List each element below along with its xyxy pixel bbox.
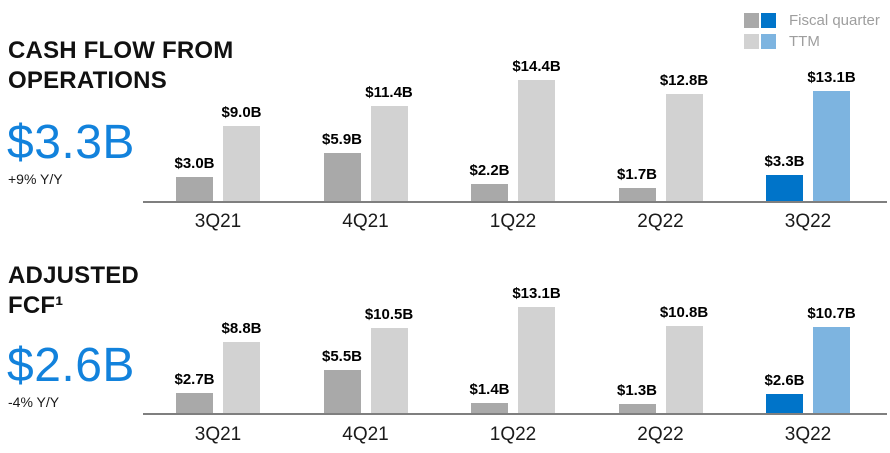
bar-fiscal-4q21: $5.9B xyxy=(322,131,362,203)
bar-ttm-1q22: $14.4B xyxy=(512,58,561,203)
legend-swatch-ttm-normal xyxy=(744,33,759,49)
section-title-line: OPERATIONS xyxy=(8,67,167,94)
x-axis-tick-label-4q21: 4Q21 xyxy=(342,211,389,232)
bar-ttm-3q21: $8.8B xyxy=(221,320,262,415)
bar-value-label: $1.7B xyxy=(616,166,658,183)
section-title-line: FCF¹ xyxy=(8,292,64,319)
bar-value-label: $2.2B xyxy=(469,162,510,179)
bar-value-label: $12.8B xyxy=(659,72,709,89)
headline-value-adjusted-fcf: $2.6B xyxy=(7,339,135,392)
bar-fiscal-2q22: $1.3B xyxy=(617,382,657,415)
bar-fiscal-3q22: $3.3B xyxy=(764,153,805,203)
headline-value-cash-flow: $3.3B xyxy=(7,116,135,169)
bar-value-label: $10.5B xyxy=(364,306,414,323)
yoy-change-cash-flow: +9% Y/Y xyxy=(8,171,63,187)
bar-fiscal-1q22: $2.2B xyxy=(469,162,510,203)
x-axis-tick-label-2q22: 2Q22 xyxy=(637,424,684,445)
bar-ttm-2q22: $12.8B xyxy=(660,72,708,203)
bar-value-label: $8.8B xyxy=(221,320,262,337)
chart-cash-flow-from-operations: $3.0B $9.0B $5.9B $11.4B $2.2B $14.4B $1.7B $12… xyxy=(0,0,890,203)
section-title-adjusted-fcf: ADJUSTED FCF¹ xyxy=(8,261,139,321)
legend-row-ttm: TTM xyxy=(744,32,880,50)
bar-value-label: $5.5B xyxy=(321,348,363,365)
legend-swatch-fiscal-normal xyxy=(744,12,759,28)
bar-value-label: $13.1B xyxy=(807,69,856,86)
section-title-cash-flow: CASH FLOW FROM OPERATIONS xyxy=(8,36,233,96)
legend-label-fiscal-quarter: Fiscal quarter xyxy=(789,11,880,29)
x-axis-tick-label-4q21: 4Q21 xyxy=(342,424,389,445)
bar-fiscal-4q21: $5.5B xyxy=(322,348,362,415)
bar-ttm-4q21: $11.4B xyxy=(365,84,413,203)
bar-ttm-1q22: $13.1B xyxy=(512,285,561,415)
bar-value-label: $1.4B xyxy=(469,381,510,398)
legend-row-fiscal-quarter: Fiscal quarter xyxy=(744,11,880,29)
bar-fiscal-1q22: $1.4B xyxy=(469,381,510,415)
bar-value-label: $14.4B xyxy=(512,58,561,75)
bar-ttm-4q21: $10.5B xyxy=(365,306,413,415)
x-axis-tick-label-3q21: 3Q21 xyxy=(194,424,242,445)
bar-value-label: $10.7B xyxy=(807,305,856,322)
bar-value-label: $10.8B xyxy=(659,304,709,321)
legend-swatch-ttm-highlight xyxy=(761,33,776,49)
yoy-change-adjusted-fcf: -4% Y/Y xyxy=(8,394,60,410)
x-axis-tick-label-1q22: 1Q22 xyxy=(489,424,537,445)
x-axis-tick-label-3q22: 3Q22 xyxy=(784,211,832,232)
bar-ttm-2q22: $10.8B xyxy=(660,304,708,415)
bar-value-label: $9.0B xyxy=(221,104,262,121)
legend-swatch-fiscal-highlight xyxy=(761,12,776,28)
x-axis-tick-label-1q22: 1Q22 xyxy=(489,211,537,232)
bar-ttm-3q22: $13.1B xyxy=(807,69,856,203)
bar-value-label: $1.3B xyxy=(616,382,658,399)
bar-ttm-3q21: $9.0B xyxy=(221,104,262,203)
chart-legend: Fiscal quarter TTM xyxy=(744,12,880,54)
legend-label-ttm: TTM xyxy=(789,32,820,50)
bar-value-label: $5.9B xyxy=(321,131,363,148)
bar-ttm-3q22: $10.7B xyxy=(807,305,856,415)
x-axis-line xyxy=(143,413,887,415)
bar-fiscal-2q22: $1.7B xyxy=(617,166,657,203)
x-axis-tick-label-2q22: 2Q22 xyxy=(637,211,684,232)
bar-value-label: $3.0B xyxy=(174,155,215,172)
bar-value-label: $13.1B xyxy=(512,285,561,302)
bar-fiscal-3q21: $2.7B xyxy=(174,371,215,415)
bar-value-label: $3.3B xyxy=(764,153,805,170)
bar-fiscal-3q22: $2.6B xyxy=(764,372,805,415)
bar-value-label: $2.6B xyxy=(764,372,805,389)
x-axis-line xyxy=(143,201,887,203)
x-axis-tick-label-3q22: 3Q22 xyxy=(784,424,832,445)
section-title-line: ADJUSTED xyxy=(8,262,139,289)
x-axis-tick-label-3q21: 3Q21 xyxy=(194,211,242,232)
bar-fiscal-3q21: $3.0B xyxy=(174,155,215,203)
bar-value-label: $2.7B xyxy=(174,371,215,388)
chart-adjusted-fcf: $2.7B $8.8B $5.5B $10.5B $1.4B $13.1B $1.3B $10… xyxy=(0,212,890,415)
bar-value-label: $11.4B xyxy=(365,84,413,101)
section-title-line: CASH FLOW FROM xyxy=(8,37,234,64)
